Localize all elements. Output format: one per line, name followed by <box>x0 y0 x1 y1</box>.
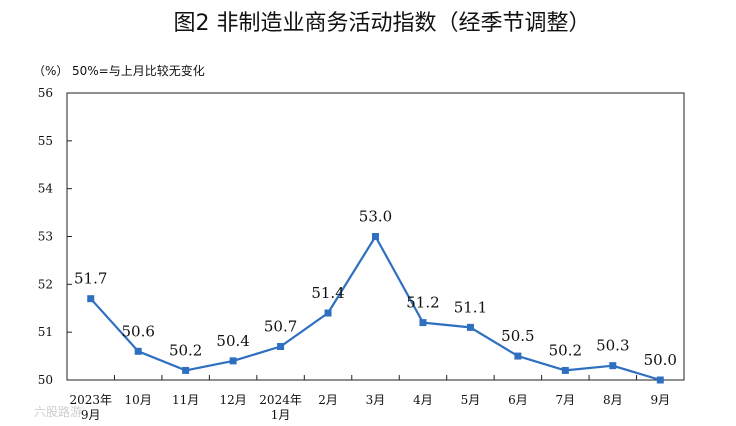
x-tick-label: 4月 <box>413 393 433 407</box>
x-tick-label: 8月 <box>603 393 623 407</box>
data-label: 50.2 <box>549 341 582 359</box>
y-tick-label: 51 <box>38 325 53 339</box>
data-point <box>609 362 617 370</box>
x-tick-label: 5月 <box>461 393 481 407</box>
data-point <box>134 347 142 355</box>
data-point <box>324 309 332 317</box>
x-tick-label: 9月 <box>650 393 670 407</box>
data-label: 51.7 <box>74 270 107 288</box>
data-point <box>656 376 664 384</box>
chart-title: 图2 非制造业商务活动指数（经季节调整） <box>174 11 591 36</box>
data-label: 50.0 <box>644 351 677 369</box>
data-label: 50.6 <box>121 322 154 340</box>
x-tick-label: 2023年 <box>69 393 112 407</box>
data-label: 50.2 <box>169 341 202 359</box>
data-label: 50.3 <box>596 337 629 355</box>
y-tick-label: 56 <box>38 86 53 100</box>
y-unit-label: （%） <box>33 64 68 78</box>
data-point <box>561 366 569 374</box>
x-tick-label: 12月 <box>219 393 246 407</box>
data-point <box>514 352 522 360</box>
data-labels: 51.7 50.6 50.2 50.4 50.7 51.4 53.0 51.2 51.1 50.5… <box>74 208 677 370</box>
data-point <box>182 366 190 374</box>
data-point <box>87 295 95 303</box>
data-label: 50.7 <box>264 318 297 336</box>
y-tick-label: 55 <box>38 134 53 148</box>
data-label: 51.4 <box>311 284 344 302</box>
y-tick-label: 53 <box>38 230 53 244</box>
data-point <box>372 233 379 240</box>
x-tick-label: 9月 <box>81 408 101 422</box>
x-tick-label: 2024年 <box>259 393 302 407</box>
data-label: 50.4 <box>216 332 249 350</box>
data-label: 51.1 <box>454 298 487 316</box>
data-point <box>466 323 474 331</box>
x-tick-label: 6月 <box>508 393 528 407</box>
data-point <box>277 343 285 351</box>
data-label: 51.2 <box>406 294 439 312</box>
x-tick-label: 10月 <box>125 393 152 407</box>
y-axis: 50 51 52 53 54 55 56 <box>38 86 72 387</box>
y-tick-label: 54 <box>38 182 54 196</box>
x-tick-label: 3月 <box>366 393 386 407</box>
x-tick-label: 7月 <box>556 393 576 407</box>
y-tick-label: 52 <box>38 277 53 291</box>
series-markers <box>87 233 664 384</box>
x-tick-label: 1月 <box>271 408 291 422</box>
x-tick-label: 11月 <box>172 393 199 407</box>
watermark: 六股路游 <box>34 404 82 419</box>
y-tick-label: 50 <box>38 373 53 387</box>
data-label: 50.5 <box>501 327 534 345</box>
data-label: 53.0 <box>359 208 392 226</box>
chart-note: 50%=与上月比较无变化 <box>72 63 205 78</box>
data-point <box>229 357 237 365</box>
data-point <box>419 319 427 327</box>
x-tick-label: 2月 <box>318 393 338 407</box>
